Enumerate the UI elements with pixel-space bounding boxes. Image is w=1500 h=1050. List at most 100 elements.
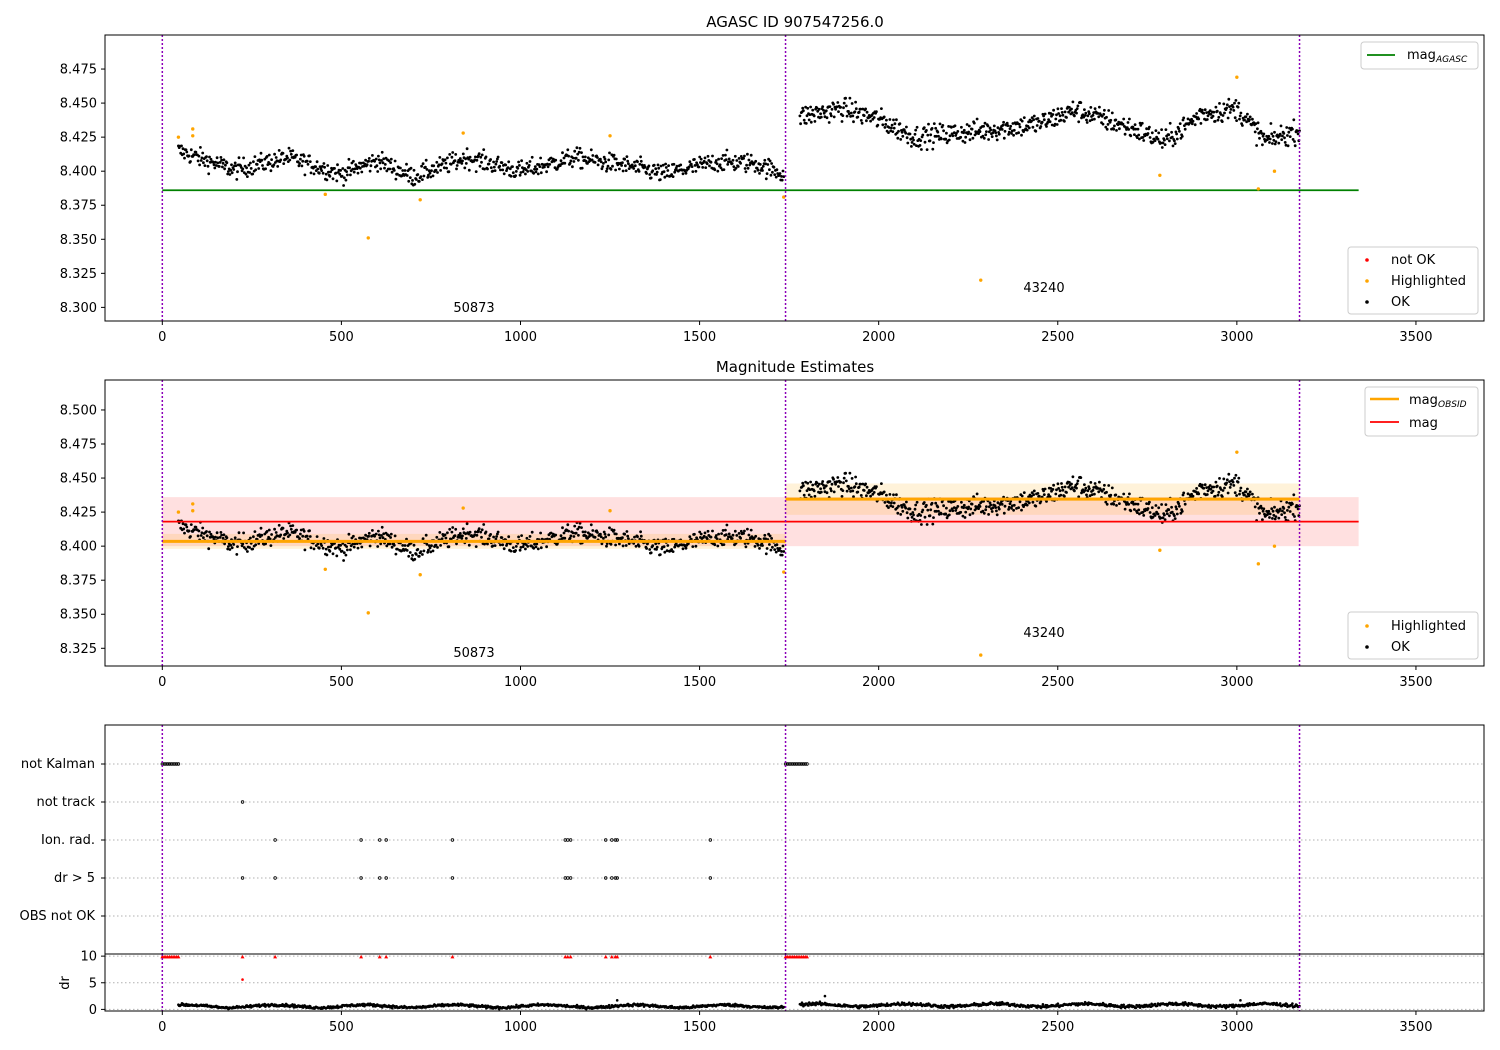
- ok-point: [455, 167, 458, 171]
- ok-point: [1219, 488, 1223, 491]
- ok-point: [956, 505, 960, 508]
- ok-point: [887, 126, 891, 129]
- ok-point: [448, 527, 452, 531]
- ok-point: [649, 176, 653, 180]
- ok-point: [936, 505, 940, 509]
- highlighted-point: [979, 653, 983, 657]
- ok-point: [322, 537, 326, 540]
- ok-point: [766, 163, 770, 166]
- ok-point: [196, 534, 200, 538]
- ok-point: [633, 160, 636, 164]
- ok-point: [201, 526, 205, 530]
- ok-point: [434, 543, 438, 547]
- ok-point: [301, 159, 305, 163]
- ok-point: [693, 164, 697, 167]
- ok-point: [260, 158, 264, 162]
- ok-point: [185, 525, 189, 529]
- ok-point: [605, 167, 609, 171]
- ok-point: [1215, 484, 1219, 488]
- ok-point: [900, 505, 904, 509]
- ok-point: [761, 544, 764, 547]
- ok-point: [573, 524, 577, 528]
- ok-point: [847, 485, 850, 488]
- ok-point: [937, 134, 940, 138]
- ok-point: [746, 527, 749, 531]
- ok-point: [1183, 502, 1187, 506]
- dr-clipped-marker: [568, 954, 573, 959]
- ok-point: [1248, 115, 1252, 119]
- ok-point: [1253, 130, 1257, 134]
- ok-point: [742, 157, 745, 160]
- legend-swatch-point: [1365, 624, 1369, 628]
- ok-point: [658, 553, 662, 556]
- ok-point: [627, 537, 630, 540]
- legend-swatch-point: [1365, 279, 1369, 283]
- ok-point: [1269, 122, 1273, 125]
- ok-point: [1197, 492, 1201, 496]
- ok-point: [424, 165, 427, 169]
- ok-point: [944, 137, 948, 141]
- ok-point: [1123, 132, 1127, 136]
- ok-point: [367, 534, 370, 538]
- ok-point: [405, 174, 409, 177]
- ok-point: [580, 151, 583, 155]
- ok-point: [1170, 135, 1174, 139]
- ok-point: [770, 162, 773, 165]
- ok-point: [1049, 112, 1053, 115]
- ok-point: [426, 550, 430, 554]
- ok-point: [407, 554, 411, 558]
- x-tick-label: 3000: [1220, 1020, 1253, 1035]
- ok-point: [287, 146, 291, 150]
- ok-point: [549, 531, 553, 535]
- ok-point: [461, 534, 464, 538]
- ok-point: [1059, 118, 1063, 122]
- ok-point: [798, 114, 802, 118]
- ok-point: [1020, 508, 1023, 512]
- ok-point: [182, 152, 186, 156]
- ok-point: [717, 157, 720, 161]
- ok-point: [1012, 503, 1016, 507]
- ok-point: [1127, 502, 1131, 506]
- ok-point: [427, 544, 431, 547]
- ok-point: [511, 171, 515, 175]
- ok-point: [182, 527, 186, 531]
- ok-point: [422, 549, 426, 553]
- ok-point: [895, 493, 898, 497]
- ok-point: [306, 162, 310, 166]
- ok-point: [1277, 516, 1281, 520]
- ok-point: [1045, 125, 1048, 128]
- ok-point: [1042, 118, 1046, 122]
- ok-point: [458, 532, 462, 535]
- ok-point: [545, 545, 548, 549]
- ok-point: [205, 530, 208, 533]
- ok-point: [1258, 511, 1261, 515]
- ok-point: [890, 126, 893, 130]
- ok-point: [1220, 120, 1224, 123]
- ok-point: [254, 543, 258, 547]
- ok-point: [1177, 502, 1181, 506]
- ok-point: [605, 544, 608, 548]
- ok-point: [1090, 118, 1094, 121]
- ok-point: [408, 551, 412, 554]
- legend-swatch-point: [1365, 258, 1369, 262]
- ok-point: [215, 156, 219, 160]
- ok-point: [655, 170, 659, 174]
- ok-point: [882, 115, 886, 119]
- ok-point: [637, 544, 641, 548]
- ok-point: [829, 489, 833, 493]
- ok-point: [417, 180, 421, 183]
- ok-point: [474, 170, 478, 174]
- flag-marker: [174, 762, 179, 766]
- ok-point: [1037, 119, 1041, 123]
- ok-point: [394, 177, 398, 181]
- ok-point: [450, 155, 454, 159]
- ok-point: [1031, 125, 1035, 129]
- ok-point: [978, 505, 982, 508]
- ok-point: [342, 176, 346, 180]
- data-layer: [160, 35, 1359, 1011]
- ok-point: [753, 170, 757, 173]
- ok-point: [1001, 123, 1005, 127]
- ok-point: [948, 509, 952, 513]
- ok-point: [1215, 109, 1219, 113]
